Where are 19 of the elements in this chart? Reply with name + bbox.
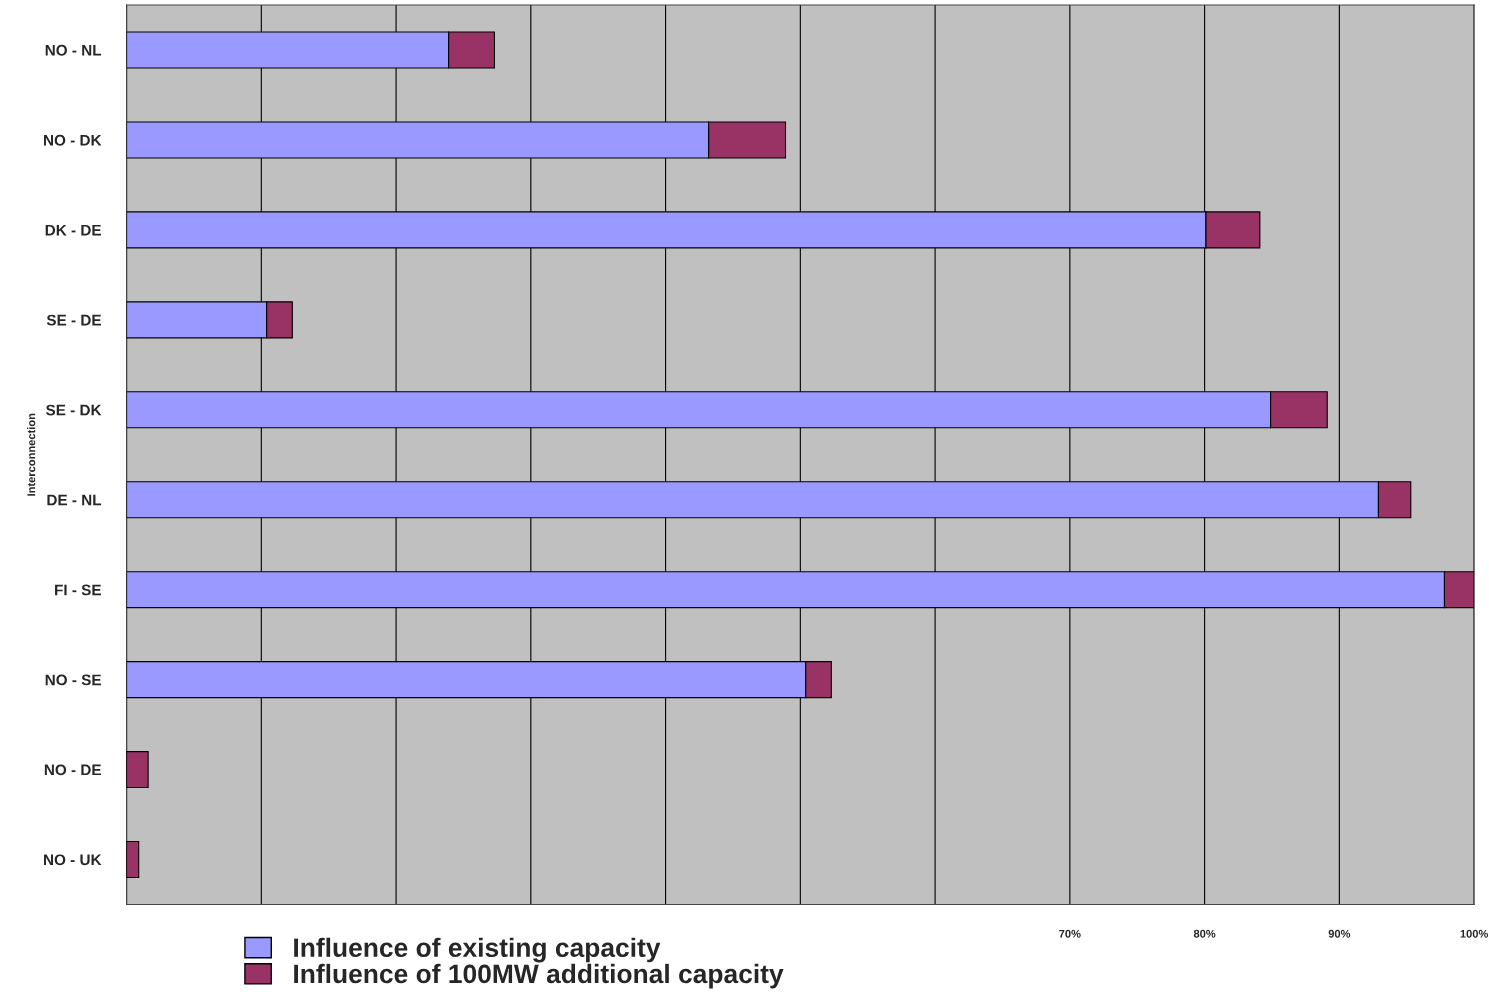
x-tick-label: 70%: [1059, 929, 1081, 938]
bar: [126, 751, 149, 789]
y-tick-label: DE - NL: [47, 494, 102, 506]
y-tick-label: NO - NL: [45, 44, 102, 56]
y-tick-label: NO - DK: [44, 134, 102, 146]
y-tick-label: SE - DK: [45, 404, 102, 416]
y-tick-label: DK - DE: [45, 224, 101, 236]
y-tick-label: FI - SE: [55, 584, 101, 596]
legend-label: Influence of existing capacity: [294, 937, 661, 963]
x-tick-label: 90%: [1328, 929, 1351, 938]
y-tick-label: NO - DE: [44, 764, 101, 776]
y-axis-title: Interconnection: [27, 413, 36, 496]
x-tick-label: 100%: [1460, 929, 1489, 938]
x-tick-label: 80%: [1193, 929, 1216, 938]
legend-label: Influence of 100MW additional capacity: [294, 963, 784, 989]
y-tick-label: NO - UK: [44, 854, 102, 866]
y-tick-label: NO - SE: [45, 674, 101, 686]
bar: [126, 840, 140, 879]
y-tick-label: SE - DE: [46, 314, 101, 326]
